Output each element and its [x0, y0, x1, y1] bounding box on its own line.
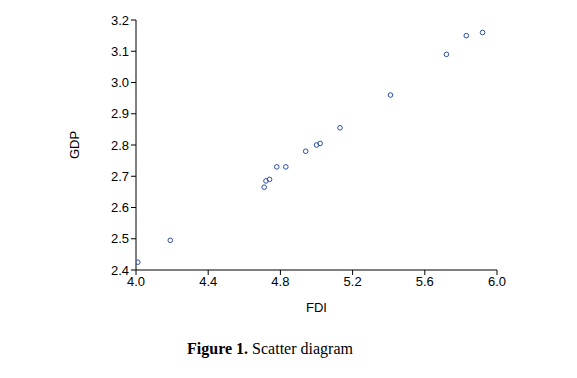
svg-text:3.1: 3.1	[111, 44, 129, 59]
html-text:Figure 1. Scatter diagram: Figure 1. Scatter diagram	[187, 340, 353, 357]
svg-text:4.4: 4.4	[199, 274, 217, 289]
svg-text:2.5: 2.5	[111, 231, 129, 246]
svg-text:2.4: 2.4	[111, 263, 129, 278]
svg-text:2.6: 2.6	[111, 200, 129, 215]
svg-text:GDP: GDP	[67, 131, 82, 159]
svg-text:2.7: 2.7	[111, 169, 129, 184]
svg-text:6.0: 6.0	[488, 274, 506, 289]
svg-text:FDI: FDI	[306, 300, 327, 315]
svg-text:2.9: 2.9	[111, 106, 129, 121]
svg-text:2.8: 2.8	[111, 138, 129, 153]
svg-text:3.0: 3.0	[111, 75, 129, 90]
svg-text:3.2: 3.2	[111, 13, 129, 28]
svg-text:4.0: 4.0	[127, 274, 145, 289]
svg-text:5.6: 5.6	[416, 274, 434, 289]
svg-text:4.8: 4.8	[271, 274, 289, 289]
svg-text:5.2: 5.2	[344, 274, 362, 289]
